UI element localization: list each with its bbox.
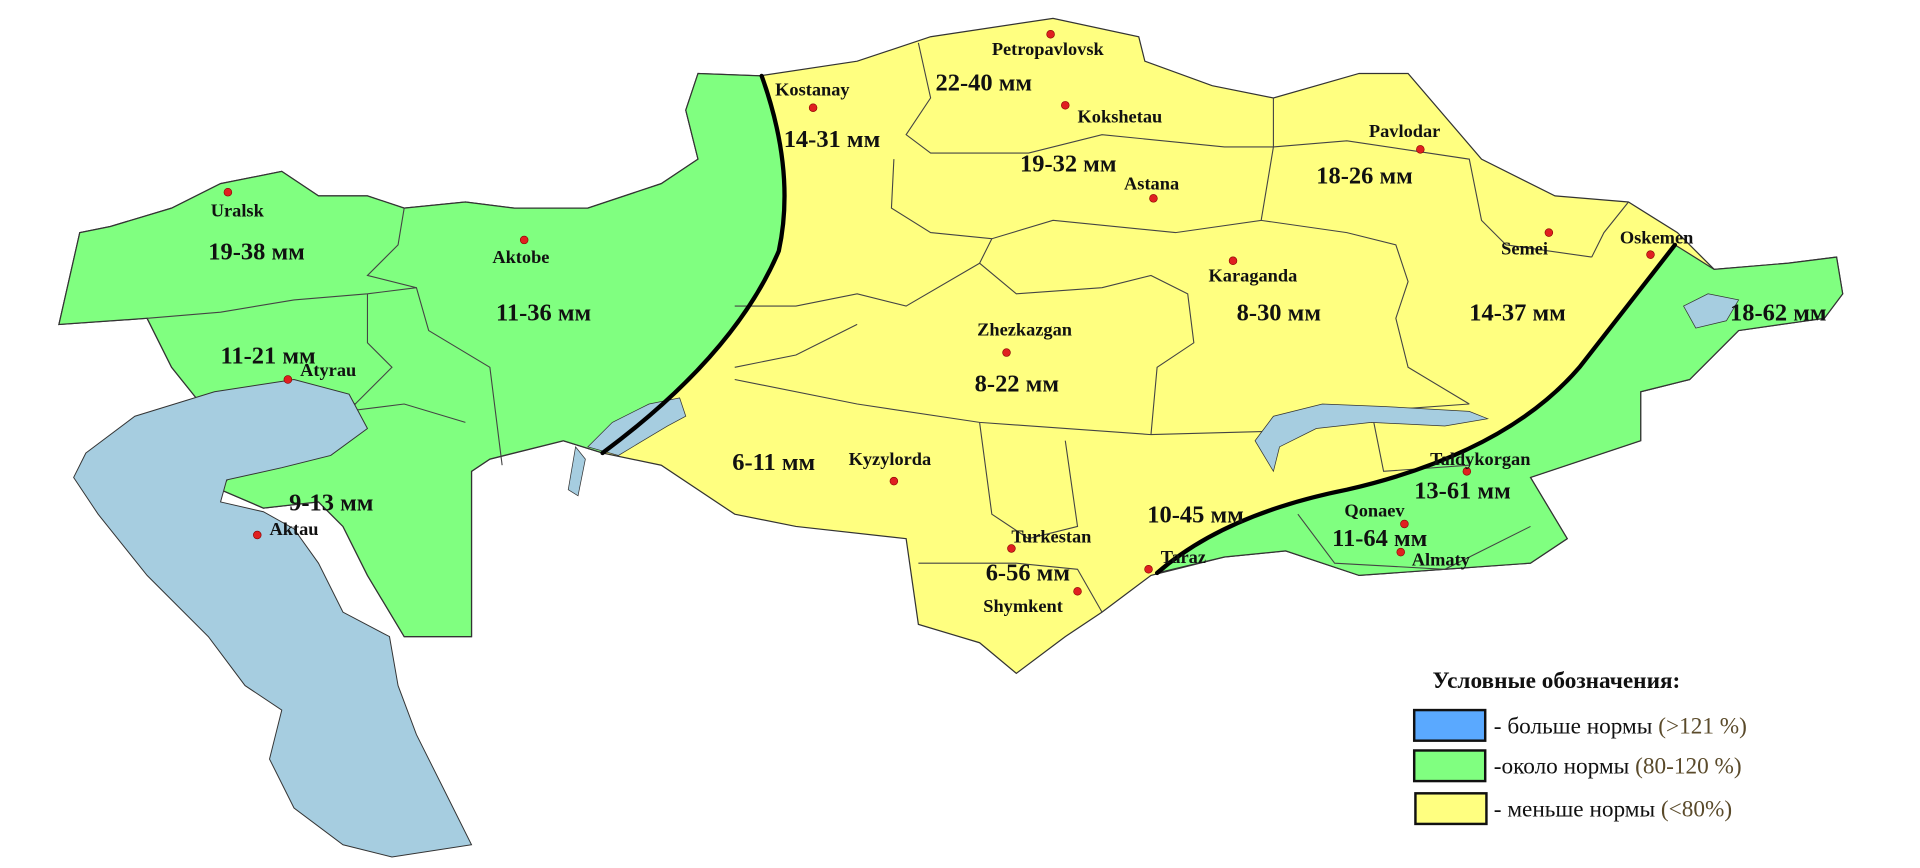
city-dot bbox=[1007, 544, 1016, 553]
city-label: Astana bbox=[1124, 174, 1179, 194]
legend-swatch bbox=[1412, 708, 1487, 742]
city-label: Zhezkazgan bbox=[977, 319, 1072, 339]
city-label: Aktau bbox=[270, 519, 319, 539]
precipitation-values: 22-40 мм 14-31 мм 19-32 мм 18-26 мм 19-38 мм… bbox=[208, 70, 1826, 587]
city-label: Semei bbox=[1501, 239, 1548, 259]
svg-text:- больше нормы (>121 %): - больше нормы (>121 %) bbox=[1494, 713, 1747, 739]
city-dot bbox=[223, 187, 233, 197]
region-borders bbox=[147, 42, 1629, 613]
city-label: Taldykorgan bbox=[1430, 449, 1530, 469]
city-dot bbox=[1646, 250, 1655, 259]
city-dot bbox=[1144, 565, 1153, 574]
city-label: Petropavlovsk bbox=[992, 39, 1105, 59]
city-dot bbox=[1061, 101, 1070, 110]
city-label: Pavlodar bbox=[1369, 121, 1440, 141]
city-label: Kokshetau bbox=[1078, 106, 1163, 126]
city-dot bbox=[1400, 519, 1409, 529]
norm-boundary-east bbox=[1154, 242, 1678, 576]
city-dot bbox=[253, 530, 262, 540]
city-label: Oskemen bbox=[1620, 228, 1693, 248]
svg-text:-около нормы (80-120 %): -около нормы (80-120 %) bbox=[1494, 754, 1742, 780]
city-label: Qonaev bbox=[1344, 501, 1405, 521]
city-label: Karaganda bbox=[1209, 266, 1298, 286]
precipitation-value: 14-37 мм bbox=[1469, 300, 1566, 327]
legend-range: (>121 %) bbox=[1658, 713, 1747, 739]
legend-swatch bbox=[1414, 792, 1488, 826]
legend: Условные обозначения: - больше нормы (>1… bbox=[1412, 668, 1747, 826]
city-dot bbox=[1149, 194, 1158, 203]
city-label: Uralsk bbox=[211, 201, 265, 221]
precipitation-value: 22-40 мм bbox=[936, 70, 1033, 97]
city-dot bbox=[519, 235, 529, 245]
city-label: Kostanay bbox=[775, 79, 849, 99]
svg-text:- меньше нормы (<80%): - меньше нормы (<80%) bbox=[1494, 797, 1732, 823]
precipitation-value: 6-56 мм bbox=[986, 559, 1070, 586]
precipitation-value: 18-26 мм bbox=[1316, 163, 1413, 190]
legend-item-below: - меньше нормы (<80%) bbox=[1414, 792, 1732, 826]
precipitation-value: 13-61 мм bbox=[1414, 477, 1511, 504]
legend-label: -около нормы bbox=[1494, 754, 1635, 780]
lake-balkhash bbox=[1254, 403, 1490, 473]
precipitation-value: 14-31 мм bbox=[784, 126, 881, 153]
precipitation-value: 8-22 мм bbox=[975, 371, 1059, 398]
city-markers: Petropavlovsk Kostanay Kokshetau Astana Pavl… bbox=[211, 30, 1693, 616]
city-dot bbox=[1462, 467, 1472, 476]
aral-sea bbox=[567, 397, 687, 497]
city-label: Aktobe bbox=[492, 247, 549, 267]
caspian-sea bbox=[73, 379, 473, 858]
city-label: Atyrau bbox=[300, 360, 356, 380]
precipitation-value: 19-32 мм bbox=[1020, 150, 1117, 177]
city-dot bbox=[1416, 145, 1425, 154]
legend-range: (<80%) bbox=[1661, 797, 1732, 823]
city-dot bbox=[889, 476, 899, 486]
legend-title: Условные обозначения: bbox=[1433, 668, 1681, 694]
city-dot bbox=[1228, 256, 1238, 265]
city-label: Turkestan bbox=[1011, 526, 1091, 546]
lake-zaysan bbox=[1683, 293, 1740, 329]
precipitation-value: 11-36 мм bbox=[496, 300, 591, 327]
legend-range: (80-120 %) bbox=[1635, 754, 1742, 780]
norm-boundary-west bbox=[600, 73, 787, 456]
city-dot bbox=[1002, 348, 1011, 357]
precipitation-value: 9-13 мм bbox=[289, 490, 373, 517]
precipitation-value: 18-62 мм bbox=[1730, 300, 1827, 327]
precipitation-value: 19-38 мм bbox=[208, 239, 305, 266]
precipitation-value: 6-11 мм bbox=[732, 449, 815, 476]
city-dot bbox=[808, 103, 818, 112]
city-label: Kyzylorda bbox=[849, 449, 932, 469]
city-dot bbox=[283, 375, 293, 384]
legend-label: - больше нормы bbox=[1494, 713, 1658, 739]
legend-item-near: -около нормы (80-120 %) bbox=[1412, 749, 1742, 783]
city-dot bbox=[1544, 228, 1554, 237]
city-label: Almaty bbox=[1412, 550, 1470, 570]
precipitation-value: 8-30 мм bbox=[1237, 300, 1321, 327]
precipitation-value: 11-21 мм bbox=[221, 343, 316, 370]
legend-item-above: - больше нормы (>121 %) bbox=[1412, 708, 1747, 742]
legend-label: - меньше нормы bbox=[1494, 797, 1661, 823]
city-dot bbox=[1046, 30, 1055, 39]
precipitation-value: 10-45 мм bbox=[1147, 502, 1244, 529]
city-dot bbox=[1396, 547, 1405, 557]
city-label: Taraz bbox=[1161, 547, 1206, 567]
city-dot bbox=[1073, 587, 1082, 596]
legend-swatch bbox=[1412, 749, 1487, 783]
city-label: Shymkent bbox=[983, 596, 1063, 616]
precipitation-value: 11-64 мм bbox=[1332, 525, 1427, 552]
